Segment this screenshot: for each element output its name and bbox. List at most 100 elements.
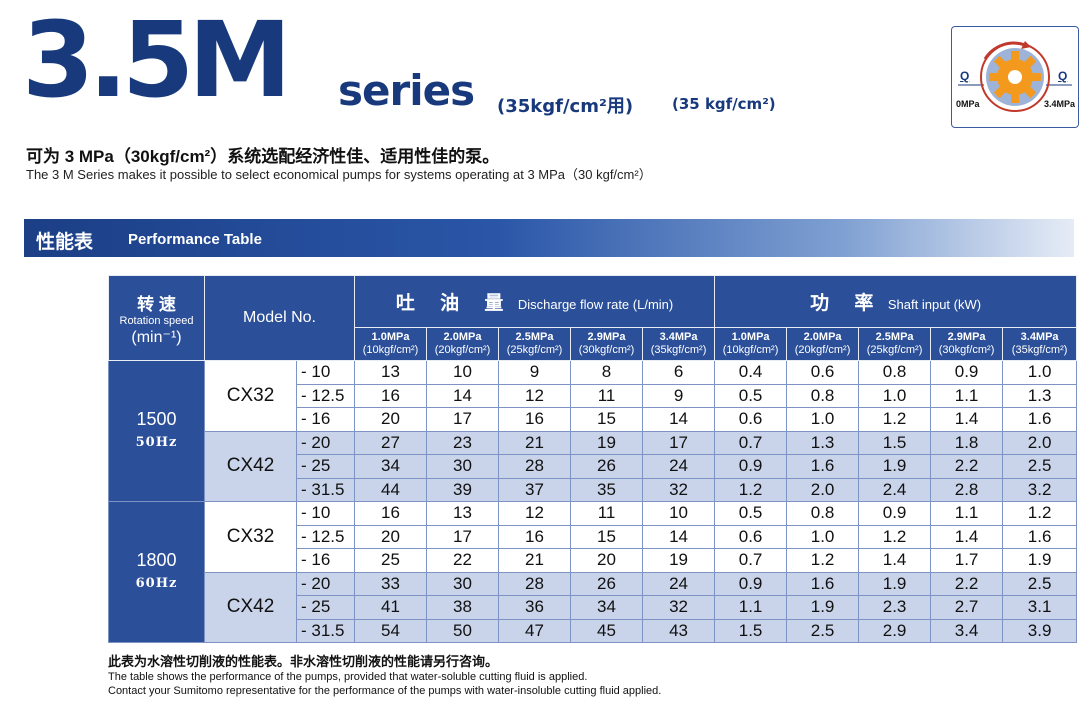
shaft-input-cell: 3.9	[1002, 618, 1078, 643]
flow-rate-cell: 14	[642, 407, 716, 432]
shaft-input-cell: 3.4	[930, 618, 1004, 643]
shaft-input-cell: 0.8	[786, 501, 860, 526]
flow-rate-cell: 13	[426, 501, 500, 526]
shaft-input-cell: 1.7	[930, 548, 1004, 573]
section-title-en: Performance Table	[128, 231, 262, 248]
series-model-title: 3.5M	[22, 0, 292, 121]
discharge-header: 吐 油 量 Discharge flow rate (L/min)	[354, 275, 716, 328]
footnote-en-1: The table shows the performance of the p…	[108, 671, 588, 683]
shaft-input-cell: 1.9	[1002, 548, 1078, 573]
flow-rate-cell: 23	[426, 430, 500, 455]
footnote-en-2: Contact your Sumitomo representative for…	[108, 685, 662, 697]
displacement-cell: - 12.5	[295, 383, 356, 408]
shaft-input-cell: 3.1	[1002, 595, 1078, 620]
flow-rate-cell: 32	[642, 477, 716, 502]
table-row: - 25 34 30 28 26 24 0.9 1.6 1.9 2.2 2.5	[109, 454, 1078, 479]
flow-rate-cell: 16	[354, 383, 428, 408]
shaft-input-cell: 1.9	[858, 454, 932, 479]
power-header-en: Shaft input (kW)	[887, 297, 982, 312]
flow-rate-cell: 19	[642, 548, 716, 573]
shaft-input-cell: 1.2	[714, 477, 788, 502]
shaft-input-cell: 0.9	[858, 501, 932, 526]
flow-pressure-col: 1.0MPa (10kgf/cm²)	[354, 327, 428, 361]
model-name-cell: CX42	[204, 571, 297, 643]
displacement-cell: - 10	[295, 501, 356, 526]
discharge-header-zh: 吐 油 量	[395, 293, 514, 314]
flow-rate-cell: 39	[426, 477, 500, 502]
subtitle-zh: 可为 3 MPa（30kgf/cm²）系统选配经济性佳、适用性佳的泵。	[26, 147, 500, 166]
shaft-input-cell: 0.7	[714, 430, 788, 455]
flow-rate-cell: 16	[354, 501, 428, 526]
shaft-input-cell: 2.5	[1002, 571, 1078, 596]
flow-rate-cell: 44	[354, 477, 428, 502]
flow-rate-cell: 21	[498, 430, 572, 455]
table-row: 1800 60Hz CX32- 10 16 13 12 11 10 0.5 0.8 0.9 1.1 1.…	[108, 501, 1078, 643]
shaft-input-cell: 2.0	[1002, 430, 1078, 455]
flow-pressure-col: 2.0MPa (20kgf/cm²)	[426, 327, 500, 361]
shaft-input-cell: 0.9	[714, 454, 788, 479]
q-left-label: Q	[960, 69, 970, 83]
shaft-input-cell: 0.6	[786, 360, 860, 385]
shaft-input-cell: 1.2	[786, 548, 860, 573]
shaft-input-cell: 1.9	[786, 595, 860, 620]
displacement-cell: - 31.5	[295, 477, 356, 502]
model-name-cell: CX42	[204, 430, 297, 502]
flow-rate-cell: 14	[426, 383, 500, 408]
shaft-input-cell: 0.9	[930, 360, 1004, 385]
flow-rate-cell: 34	[354, 454, 428, 479]
power-header: 功 率 Shaft input (kW)	[714, 275, 1078, 328]
flow-rate-cell: 15	[570, 407, 644, 432]
shaft-input-cell: 2.5	[1002, 454, 1078, 479]
flow-rate-cell: 22	[426, 548, 500, 573]
subtitle-en: The 3 M Series makes it possible to sele…	[26, 167, 652, 182]
table-row: - 16 20 17 16 15 14 0.6 1.0 1.2 1.4 1.6	[109, 407, 1078, 432]
displacement-cell: - 20	[295, 430, 356, 455]
shaft-input-cell: 1.2	[858, 524, 932, 549]
shaft-input-cell: 1.8	[930, 430, 1004, 455]
pressure-max-label: 3.4MPa	[1044, 99, 1076, 109]
flow-rate-cell: 50	[426, 618, 500, 643]
shaft-input-cell: 1.5	[858, 430, 932, 455]
shaft-input-cell: 1.6	[786, 454, 860, 479]
shaft-input-cell: 2.9	[858, 618, 932, 643]
gear-icon	[958, 41, 1072, 112]
shaft-input-cell: 2.7	[930, 595, 1004, 620]
flow-rate-cell: 54	[354, 618, 428, 643]
flow-rate-cell: 11	[570, 501, 644, 526]
flow-rate-cell: 28	[498, 571, 572, 596]
flow-rate-cell: 26	[570, 571, 644, 596]
shaft-input-cell: 1.4	[858, 548, 932, 573]
flow-rate-cell: 16	[498, 524, 572, 549]
flow-rate-cell: 20	[354, 524, 428, 549]
speed-header-en: Rotation speed	[119, 314, 194, 327]
displacement-cell: - 16	[295, 548, 356, 573]
gear-pressure-icon: Q Q 0MPa 3.4MPa	[951, 26, 1079, 128]
flow-rate-cell: 47	[498, 618, 572, 643]
shaft-input-cell: 0.6	[714, 524, 788, 549]
shaft-input-cell: 1.5	[714, 618, 788, 643]
flow-rate-cell: 20	[570, 548, 644, 573]
shaft-input-cell: 0.5	[714, 501, 788, 526]
flow-rate-cell: 10	[426, 360, 500, 385]
speed-header: 转 速 Rotation speed (min⁻¹)	[108, 275, 205, 361]
flow-rate-cell: 41	[354, 595, 428, 620]
series-word: series	[338, 66, 475, 115]
shaft-input-cell: 1.3	[786, 430, 860, 455]
shaft-input-cell: 0.8	[858, 360, 932, 385]
flow-rate-cell: 45	[570, 618, 644, 643]
shaft-input-cell: 2.5	[786, 618, 860, 643]
power-pressure-col: 2.0MPa (20kgf/cm²)	[786, 327, 860, 361]
frequency-value: 50Hz	[135, 435, 178, 450]
section-title-zh: 性能表	[36, 232, 94, 253]
displacement-cell: - 20	[295, 571, 356, 596]
power-pressure-col: 1.0MPa (10kgf/cm²)	[714, 327, 788, 361]
speed-header-zh: 转 速	[137, 294, 176, 314]
speed-value: 1800	[136, 550, 177, 570]
speed-cell: 1800 60Hz	[108, 501, 205, 643]
speed-header-unit: (min⁻¹)	[131, 328, 182, 346]
flow-rate-cell: 13	[354, 360, 428, 385]
shaft-input-cell: 1.6	[786, 571, 860, 596]
flow-rate-cell: 30	[426, 571, 500, 596]
shaft-input-cell: 0.7	[714, 548, 788, 573]
shaft-input-cell: 1.4	[930, 524, 1004, 549]
